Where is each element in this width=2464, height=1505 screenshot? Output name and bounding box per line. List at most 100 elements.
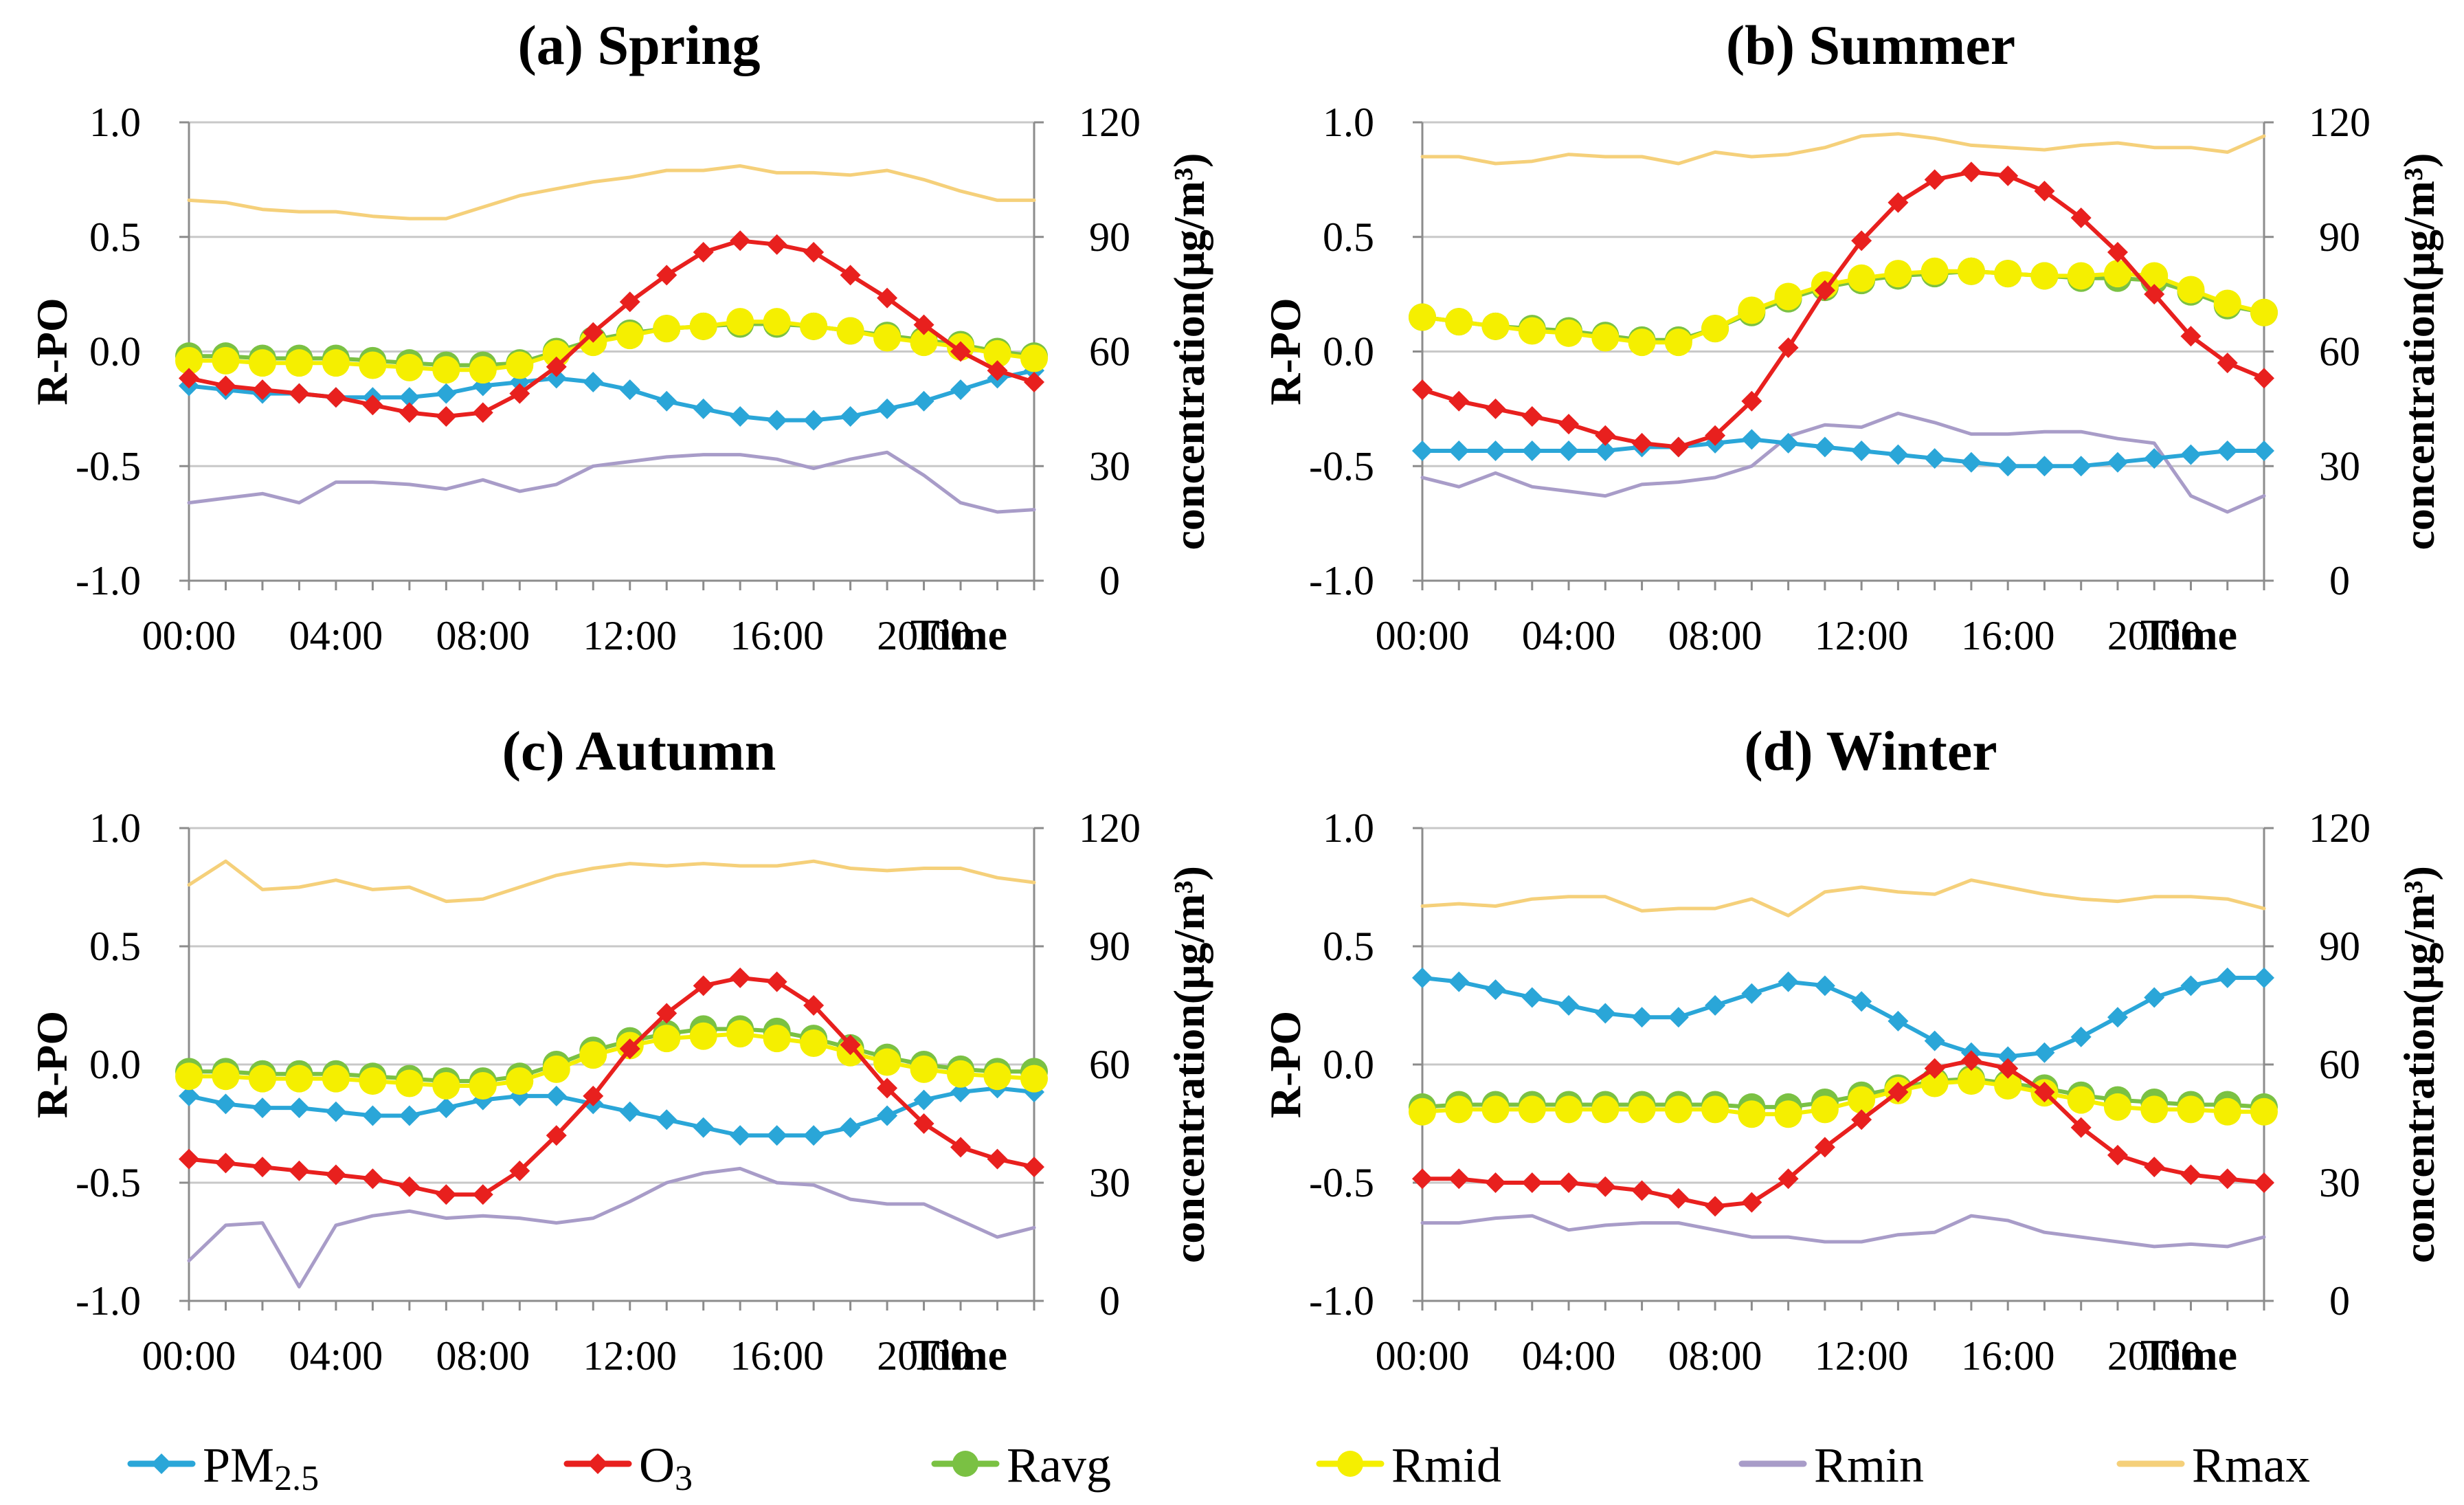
data-point-o3 bbox=[179, 368, 199, 389]
data-point-o3 bbox=[1924, 169, 1945, 190]
data-point-rmid bbox=[616, 322, 644, 350]
data-point-rmid bbox=[359, 1067, 387, 1095]
data-point-rmid bbox=[2030, 262, 2059, 290]
data-point-rmid bbox=[1848, 264, 1876, 292]
data-point-rmid bbox=[2250, 298, 2278, 326]
data-point-pm2-5 bbox=[656, 1109, 677, 1130]
data-point-rmid bbox=[910, 1055, 938, 1083]
x-tick-label: 20:00 bbox=[2107, 1333, 2202, 1379]
data-point-rmid bbox=[2103, 260, 2131, 288]
chart-a-spring: 1.0 0.5 0.0 -0.5 -1.0 120 90 60 30 0 00:00 04:00 08:… bbox=[27, 14, 1213, 659]
data-point-pm2-5 bbox=[877, 398, 898, 419]
series-line-o3 bbox=[187, 238, 1036, 419]
data-point-pm2-5 bbox=[913, 390, 934, 412]
data-point-rmid bbox=[763, 1025, 791, 1053]
series-line-rmid bbox=[1420, 269, 2266, 345]
data-point-pm2-5 bbox=[693, 398, 714, 419]
series-o3 bbox=[179, 967, 1044, 1205]
y-tick-label: -0.5 bbox=[1309, 443, 1374, 489]
series-line-pm2-5 bbox=[1420, 975, 2266, 1059]
data-point-rmid bbox=[653, 1025, 681, 1053]
data-point-pm2-5 bbox=[325, 1101, 346, 1122]
data-point-pm2-5 bbox=[2034, 1042, 2055, 1063]
y2-tick-label: 120 bbox=[1079, 805, 1141, 851]
data-point-o3 bbox=[1024, 371, 1044, 392]
data-point-pm2-5 bbox=[803, 410, 825, 431]
data-point-rmid bbox=[2177, 276, 2205, 304]
y2-tick-label: 30 bbox=[1089, 1160, 1130, 1205]
x-tick-label: 04:00 bbox=[289, 1333, 383, 1379]
data-point-pm2-5 bbox=[730, 1125, 751, 1146]
data-point-rmid bbox=[1811, 1095, 1839, 1124]
data-point-pm2-5 bbox=[1924, 1030, 1945, 1051]
data-point-pm2-5 bbox=[1448, 971, 1470, 992]
data-point-pm2-5 bbox=[1888, 444, 1909, 465]
data-point-pm2-5 bbox=[583, 371, 604, 392]
series-line-rmid bbox=[187, 320, 1036, 372]
data-point-rmid bbox=[1774, 282, 1802, 311]
data-point-o3 bbox=[325, 1164, 346, 1185]
y2-tick-label: 90 bbox=[2319, 214, 2360, 260]
data-point-rmid bbox=[1664, 328, 1692, 357]
data-point-o3 bbox=[619, 1038, 640, 1060]
data-point-rmid bbox=[322, 349, 350, 377]
data-point-o3 bbox=[1521, 405, 1543, 427]
series-rmid bbox=[175, 308, 1048, 384]
data-point-pm2-5 bbox=[1448, 441, 1470, 462]
data-point-o3 bbox=[1851, 230, 1872, 252]
series-line-rmin bbox=[187, 450, 1036, 514]
data-point-rmid bbox=[1628, 1095, 1656, 1124]
y2-tick-label: 90 bbox=[1089, 214, 1130, 260]
data-point-o3 bbox=[1960, 1050, 1982, 1071]
y-tick-label: -1.0 bbox=[1309, 558, 1374, 603]
series-line-o3 bbox=[1420, 170, 2266, 449]
data-point-pm2-5 bbox=[1778, 971, 1799, 992]
data-point-o3 bbox=[766, 234, 787, 255]
data-point-rmid bbox=[910, 328, 938, 357]
data-point-pm2-5 bbox=[1521, 441, 1543, 462]
data-point-pm2-5 bbox=[1485, 441, 1506, 462]
data-point-rmid bbox=[689, 1022, 717, 1050]
data-point-pm2-5 bbox=[251, 1097, 273, 1119]
data-point-pm2-5 bbox=[1960, 452, 1982, 473]
data-point-o3 bbox=[362, 394, 383, 416]
data-point-o3 bbox=[656, 265, 677, 286]
data-point-o3 bbox=[913, 1113, 934, 1134]
data-point-pm2-5 bbox=[2144, 448, 2165, 469]
data-point-rmid bbox=[2213, 289, 2241, 317]
data-point-rmid bbox=[359, 351, 387, 379]
legend-item-rmin: Rmin bbox=[1738, 1438, 1924, 1493]
data-point-rmid bbox=[212, 1062, 240, 1091]
data-point-o3 bbox=[472, 402, 493, 423]
series-line-pm2-5 bbox=[187, 1086, 1036, 1138]
data-point-pm2-5 bbox=[840, 405, 861, 427]
x-tick-label: 12:00 bbox=[583, 1333, 677, 1379]
data-point-pm2-5 bbox=[2254, 967, 2274, 988]
data-point-pm2-5 bbox=[2254, 441, 2274, 462]
data-point-rmid bbox=[1738, 1100, 1766, 1128]
data-point-o3 bbox=[1412, 1168, 1433, 1190]
data-point-pm2-5 bbox=[2180, 444, 2202, 465]
data-point-rmid bbox=[1994, 1071, 2022, 1100]
y-tick-label: 1.0 bbox=[89, 100, 141, 145]
data-point-o3 bbox=[1814, 280, 1835, 301]
legend: PM2.5 O3 Ravg Rmid Rmin Rmax bbox=[127, 1438, 2310, 1498]
y2-tick-label: 120 bbox=[2309, 805, 2371, 851]
data-point-o3 bbox=[2180, 1164, 2202, 1185]
x-tick-label: 12:00 bbox=[583, 613, 677, 658]
data-point-pm2-5 bbox=[1888, 1010, 1909, 1032]
x-tick-label: 04:00 bbox=[1522, 1333, 1616, 1379]
data-point-rmid bbox=[1701, 315, 1729, 343]
series-rmid bbox=[175, 1020, 1048, 1100]
data-point-rmid bbox=[1884, 260, 1912, 288]
data-point-pm2-5 bbox=[2217, 441, 2238, 462]
data-point-rmid bbox=[1738, 296, 1766, 324]
data-point-o3 bbox=[1595, 425, 1616, 446]
data-point-rmid bbox=[432, 1071, 460, 1100]
y2-tick-label: 60 bbox=[1089, 329, 1130, 375]
series-o3 bbox=[1412, 161, 2274, 458]
data-point-rmid bbox=[1957, 257, 1985, 285]
legend-swatch-marker bbox=[1337, 1451, 1363, 1477]
series-line-rmin bbox=[1420, 1214, 2266, 1249]
data-point-rmid bbox=[322, 1064, 350, 1093]
